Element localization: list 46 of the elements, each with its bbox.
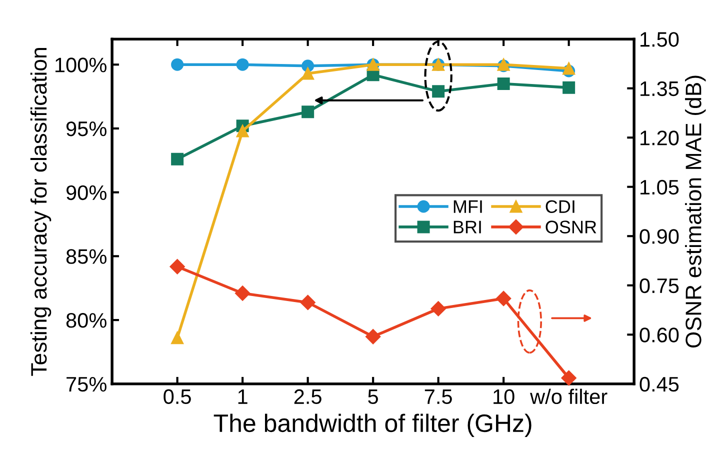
point	[300, 294, 316, 310]
y2-tick-label: 1.50	[640, 32, 679, 47]
point	[432, 85, 445, 98]
x-tick-label: 5	[368, 390, 378, 404]
point	[562, 62, 576, 75]
legend-label: BRI	[454, 220, 481, 234]
point	[171, 58, 184, 71]
y2-tick-label: 0.75	[640, 278, 679, 294]
point	[561, 370, 576, 386]
point	[170, 259, 185, 274]
x-tick-label: 0.5	[164, 389, 191, 404]
point	[302, 106, 314, 118]
point	[366, 329, 381, 344]
y2-axis-title: OSNR estimation MAE (dB)	[685, 76, 706, 348]
y-tick-label: 80%	[66, 313, 106, 328]
point	[234, 286, 250, 301]
legend-label: MFI	[454, 200, 482, 213]
x-tick-label: w/o filter	[530, 388, 608, 404]
y2-tick-label: 1.20	[640, 130, 679, 146]
y-tick-label: 75%	[66, 376, 106, 392]
x-axis-title: The bandwidth of filter (GHz)	[214, 414, 532, 438]
y2-tick-label: 0.45	[640, 376, 679, 392]
x-tick-label: 2.5	[294, 389, 322, 404]
legend-label: CDI	[546, 200, 574, 213]
y-tick-label: 85%	[66, 249, 106, 264]
y2-tick-label: 0.60	[640, 328, 679, 342]
y-tick-label: 95%	[66, 121, 106, 136]
point	[496, 290, 512, 306]
x-tick-label: 10	[494, 389, 514, 404]
legend-label: OSNR	[546, 220, 596, 234]
x-tick-label: 1	[238, 390, 248, 404]
y2-tick-label: 0.90	[640, 229, 679, 244]
point	[302, 67, 314, 80]
point	[430, 301, 446, 316]
point	[562, 81, 576, 94]
point	[497, 78, 510, 90]
x-tick-label: 7.5	[424, 390, 452, 404]
y2-tick-label: 1.05	[640, 180, 679, 195]
y2-tick-label: 1.35	[640, 81, 679, 96]
point	[171, 332, 184, 344]
y-axis-title: Testing accuracy for classification	[30, 48, 52, 376]
point	[236, 58, 249, 71]
point	[171, 152, 184, 166]
point	[236, 124, 249, 138]
y-tick-label: 90%	[66, 185, 106, 200]
y-tick-label: 100%	[56, 58, 106, 72]
